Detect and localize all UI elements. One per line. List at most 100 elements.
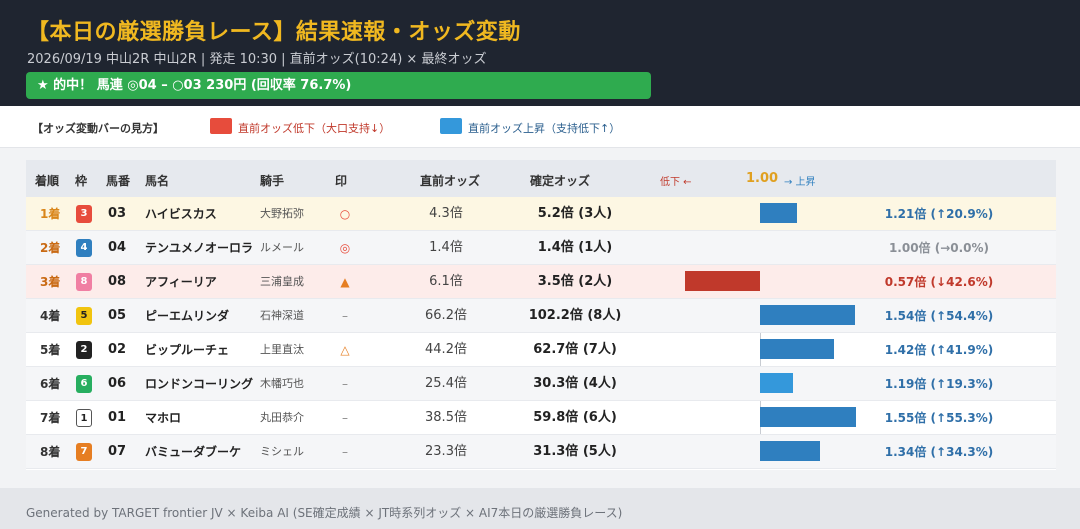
prediction-mark: – — [342, 445, 348, 459]
odds-change-bar — [760, 305, 855, 325]
horse-number: 08 — [108, 274, 127, 289]
race-info: 2026/09/19 中山2R 中山2R | 発走 10:30 | 直前オッズ(… — [27, 52, 487, 67]
col-rank: 着順 — [35, 174, 60, 188]
footer: Generated by TARGET frontier JV × Keiba … — [0, 488, 1080, 529]
table-row: 5着 2 02 ビップルーチェ 上里直汰 △ 44.2倍 62.7倍 (7人) 1.42倍 (↑… — [26, 333, 1056, 367]
table-row: 2着 4 04 テンユメノオーロラ ルメール ◎ 1.4倍 1.4倍 (1人) 1.00倍 (→… — [26, 231, 1056, 265]
header: 【本日の厳選勝負レース】結果速報・オッズ変動 2026/09/19 中山2R 中… — [0, 0, 1080, 106]
odds-change-bar — [760, 407, 857, 427]
rank-cell: 4着 — [40, 309, 61, 323]
pre-odds: 38.5倍 — [425, 410, 467, 425]
col-bar-high: → 上昇 — [784, 177, 816, 188]
page-title: 【本日の厳選勝負レース】結果速報・オッズ変動 — [27, 20, 521, 45]
odds-change-ratio: 1.34倍 (↑34.3%) — [884, 445, 994, 459]
legend-up-label: 直前オッズ上昇（支持低下↑） — [468, 122, 621, 135]
hit-banner: ★ 的中！ 馬連 ◎04 – ○03 230円 (回収率 76.7%) — [26, 72, 651, 99]
frame-badge: 4 — [76, 239, 92, 257]
prediction-mark: ▲ — [340, 275, 350, 289]
odds-change-bar — [760, 373, 794, 393]
horse-name: ハイビスカス — [145, 207, 217, 221]
horse-name: ビップルーチェ — [145, 343, 230, 357]
pre-odds: 44.2倍 — [425, 342, 467, 357]
final-odds: 31.3倍 (5人) — [533, 444, 617, 459]
prediction-mark: △ — [340, 343, 350, 357]
rank-cell: 1着 — [40, 207, 61, 221]
frame-badge: 6 — [76, 375, 92, 393]
prediction-mark: ○ — [339, 207, 351, 221]
horse-number: 03 — [108, 206, 127, 221]
odds-bar-legend: 【オッズ変動バーの見方】 直前オッズ低下（大口支持↓） 直前オッズ上昇（支持低下… — [0, 106, 1080, 148]
col-final-odds: 確定オッズ — [530, 174, 591, 188]
horse-name: ピーエムリンダ — [145, 309, 230, 323]
final-odds: 102.2倍 (8人) — [528, 308, 622, 323]
col-frame: 枠 — [75, 174, 88, 188]
jockey-name: 三浦皇成 — [260, 275, 304, 288]
col-bar-low: 低下 ← — [660, 177, 692, 188]
odds-change-ratio: 1.55倍 (↑55.3%) — [884, 411, 994, 425]
legend-title: 【オッズ変動バーの見方】 — [32, 122, 164, 135]
horse-name: ロンドンコーリング — [145, 377, 254, 391]
col-bar-center: 1.00 — [746, 171, 779, 186]
table-row: 8着 7 07 バミューダブーケ ミシェル – 23.3倍 31.3倍 (5人) 1.34倍 (… — [26, 435, 1056, 469]
odds-change-ratio: 1.19倍 (↑19.3%) — [884, 377, 994, 391]
jockey-name: 大野拓弥 — [260, 207, 304, 220]
odds-change-bar — [760, 203, 797, 223]
table-row: 1着 3 03 ハイビスカス 大野拓弥 ○ 4.3倍 5.2倍 (3人) 1.21倍 (↑20.… — [26, 197, 1056, 231]
table-header: 着順 枠 馬番 馬名 騎手 印 直前オッズ 確定オッズ 低下 ← 1.00 → … — [26, 160, 1056, 197]
odds-change-ratio: 1.21倍 (↑20.9%) — [884, 207, 994, 221]
pre-odds: 23.3倍 — [425, 444, 467, 459]
final-odds: 30.3倍 (4人) — [533, 376, 617, 391]
rank-cell: 6着 — [40, 377, 61, 391]
horse-number: 02 — [108, 342, 127, 357]
legend-up-swatch — [440, 118, 462, 134]
jockey-name: ミシェル — [260, 445, 304, 458]
results-table: 着順 枠 馬番 馬名 騎手 印 直前オッズ 確定オッズ 低下 ← 1.00 → … — [26, 160, 1056, 470]
col-jockey: 騎手 — [260, 174, 285, 188]
final-odds: 59.8倍 (6人) — [533, 410, 617, 425]
frame-badge: 5 — [76, 307, 92, 325]
pre-odds: 66.2倍 — [425, 308, 467, 323]
horse-name: アフィーリア — [145, 275, 217, 289]
pre-odds: 25.4倍 — [425, 376, 467, 391]
final-odds: 1.4倍 (1人) — [537, 240, 613, 255]
pre-odds: 6.1倍 — [429, 274, 463, 289]
odds-change-ratio: 1.54倍 (↑54.4%) — [884, 309, 994, 323]
prediction-mark: – — [342, 411, 348, 425]
frame-badge: 2 — [76, 341, 92, 359]
final-odds: 5.2倍 (3人) — [537, 206, 613, 221]
horse-name: バミューダブーケ — [145, 445, 242, 459]
bar-baseline — [760, 197, 761, 469]
jockey-name: 丸田恭介 — [260, 411, 304, 424]
jockey-name: 上里直汰 — [260, 343, 304, 356]
col-number: 馬番 — [106, 174, 131, 188]
odds-change-ratio: 1.00倍 (→0.0%) — [888, 241, 990, 255]
pre-odds: 1.4倍 — [429, 240, 463, 255]
jockey-name: ルメール — [260, 241, 304, 254]
frame-badge: 7 — [76, 443, 92, 461]
odds-change-ratio: 1.42倍 (↑41.9%) — [884, 343, 994, 357]
horse-number: 06 — [108, 376, 127, 391]
rank-cell: 8着 — [40, 445, 61, 459]
horse-number: 04 — [108, 240, 127, 255]
jockey-name: 石神深道 — [260, 309, 304, 322]
rank-cell: 7着 — [40, 411, 61, 425]
rank-cell: 5着 — [40, 343, 61, 357]
table-row: 7着 1 01 マホロ 丸田恭介 – 38.5倍 59.8倍 (6人) 1.55倍 (↑55.3… — [26, 401, 1056, 435]
odds-change-ratio: 0.57倍 (↓42.6%) — [884, 275, 994, 289]
prediction-mark: – — [342, 377, 348, 391]
final-odds: 3.5倍 (2人) — [537, 274, 613, 289]
col-pre-odds: 直前オッズ — [420, 174, 481, 188]
odds-change-bar — [684, 271, 760, 291]
horse-number: 01 — [108, 410, 127, 425]
table-row: 6着 6 06 ロンドンコーリング 木幡巧也 – 25.4倍 30.3倍 (4人) 1.19倍 … — [26, 367, 1056, 401]
horse-number: 05 — [108, 308, 127, 323]
legend-down-label: 直前オッズ低下（大口支持↓） — [238, 122, 391, 135]
table-row: 4着 5 05 ピーエムリンダ 石神深道 – 66.2倍 102.2倍 (8人) 1.54倍 (… — [26, 299, 1056, 333]
col-mark: 印 — [335, 174, 348, 188]
table-row: 3着 8 08 アフィーリア 三浦皇成 ▲ 6.1倍 3.5倍 (2人) 0.57倍 (↓42.… — [26, 265, 1056, 299]
prediction-mark: – — [342, 309, 348, 323]
jockey-name: 木幡巧也 — [260, 377, 304, 390]
footer-text: Generated by TARGET frontier JV × Keiba … — [26, 506, 623, 520]
odds-change-bar — [760, 339, 834, 359]
final-odds: 62.7倍 (7人) — [533, 342, 617, 357]
